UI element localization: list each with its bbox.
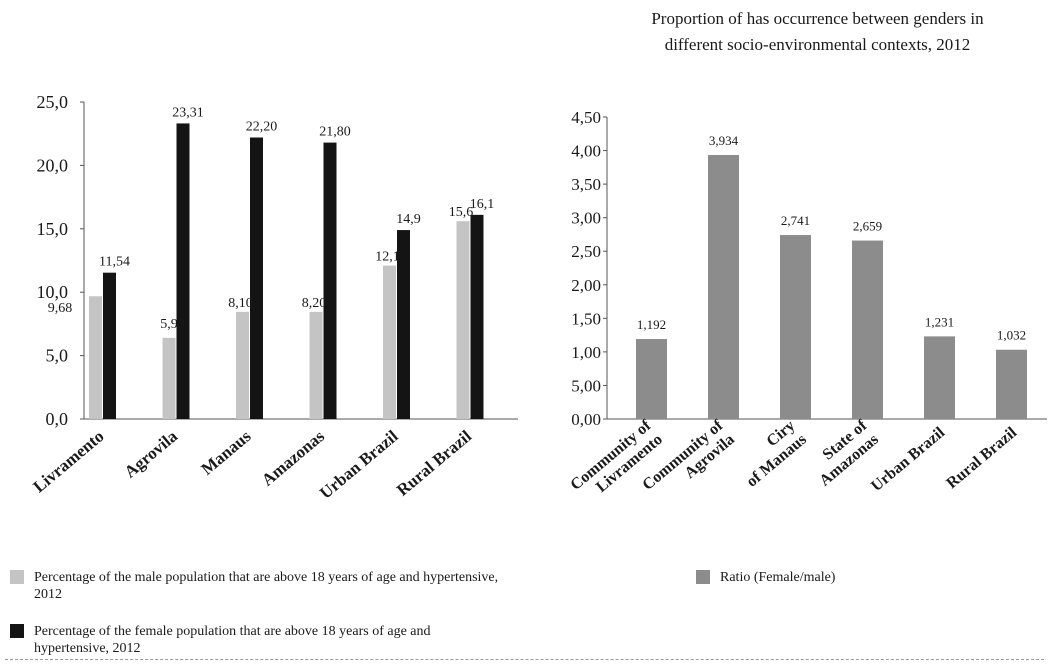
left-data-label-female: 21,80 [319,125,351,140]
left-bar-female [323,142,337,420]
left-bar-female [176,123,190,419]
right-chart-title-line-2: different socio-environmental contexts, … [664,35,971,54]
left-y-tick-label: 20,0 [37,155,69,175]
right-bar-ratio [996,349,1027,419]
right-category-label-line: Urban Brazil [868,424,948,495]
left-y-tick-label: 25,0 [37,92,69,112]
legend-swatch-female [10,624,24,638]
legend-label-ratio: Ratio (Female/male) [720,570,836,585]
left-data-label-male: 15,6 [449,205,474,220]
left-bar-chart: 0,0 5,0 10,0 15,0 20,0 25,0 9,68 11,54 Livrament… [30,92,518,503]
left-data-label-female: 16,1 [470,197,495,212]
legend-label-female: Percentage of the female population that… [34,624,431,656]
left-bar-female [103,272,116,419]
legend-swatch-male [10,570,24,584]
right-category-label: Community ofLivramento [567,417,666,508]
left-category-label: Livramento [30,427,108,497]
left-bar-male [309,311,323,419]
left-y-tick-label: 5,0 [46,346,69,366]
left-category-label: Agrovila [121,426,182,481]
right-data-label-ratio: 1,231 [925,314,954,329]
right-data-label-ratio: 2,659 [853,219,882,234]
bottom-dashed-divider [5,659,1044,660]
right-y-tick-label: 3,50 [571,175,601,194]
right-chart-title: Proportion of has occurrence between gen… [590,6,1045,58]
legend-item-ratio: Ratio (Female/male) [696,569,835,586]
left-bar-male [456,221,470,419]
right-y-tick-label: 1,50 [571,309,601,328]
left-data-label-female: 23,31 [172,105,204,120]
right-data-label-ratio: 1,032 [997,328,1026,343]
right-y-tick-label: 0,00 [571,410,601,429]
left-data-label-male: 8,10 [228,296,253,311]
left-category-label: Manaus [197,426,254,478]
right-data-label-ratio: 1,192 [637,317,666,332]
legend-swatch-ratio [696,570,710,584]
legend-item-male: Percentage of the male population that a… [10,569,504,603]
left-bar-female [397,230,410,419]
right-category-label: Ciryof Manaus [732,417,810,490]
left-data-label-male: 12,1 [375,250,400,265]
right-bar-ratio [924,336,955,419]
right-bar-ratio [780,235,811,419]
left-bar-male [236,311,249,419]
left-data-label-male: 5,93 [160,317,185,332]
left-data-label-female: 11,54 [99,255,130,270]
right-category-label: Urban Brazil [868,424,948,495]
right-category-label: Rural Brazil [943,424,1020,493]
right-y-tick-label: 4,50 [571,108,601,127]
right-y-tick-label: 4,00 [571,142,601,161]
left-y-tick-label: 10,0 [37,282,69,302]
left-bar-male [383,265,396,419]
right-data-label-ratio: 2,741 [781,213,810,228]
left-y-tick-label: 15,0 [37,219,69,239]
right-y-tick-label: 3,00 [571,209,601,228]
left-data-label-male: 8,20 [302,296,327,311]
left-bar-male [162,337,176,419]
left-bar-female [250,137,263,419]
right-bar-ratio [636,339,667,419]
right-y-tick-label: 2,00 [571,276,601,295]
right-category-label-line: Rural Brazil [943,424,1020,493]
right-bar-chart: 0,00 5,00 1,00 1,50 2,00 2,50 3,00 3,50 4,00 4,50… [567,108,1047,508]
legend-item-female: Percentage of the female population that… [10,623,504,657]
right-y-tick-label: 1,00 [571,343,601,362]
left-bar-female [470,214,484,419]
left-bar-male [89,296,102,419]
left-data-label-female: 14,9 [396,212,421,227]
right-bar-ratio [852,240,883,419]
left-category-label: Urban Brazil [316,426,402,502]
left-category-label: Amazonas [258,426,328,489]
legend-label-male: Percentage of the male population that a… [34,570,499,602]
right-y-tick-label: 5,00 [571,376,601,395]
right-bar-ratio [708,154,739,419]
right-chart-title-line-1: Proportion of has occurrence between gen… [651,9,984,28]
left-category-label: Rural Brazil [393,426,475,499]
left-y-tick-label: 0,0 [46,409,69,429]
left-data-label-male: 9,68 [48,301,73,316]
right-data-label-ratio: 3,934 [709,133,739,148]
right-y-tick-label: 2,50 [571,242,601,261]
left-data-label-female: 22,20 [246,120,278,135]
